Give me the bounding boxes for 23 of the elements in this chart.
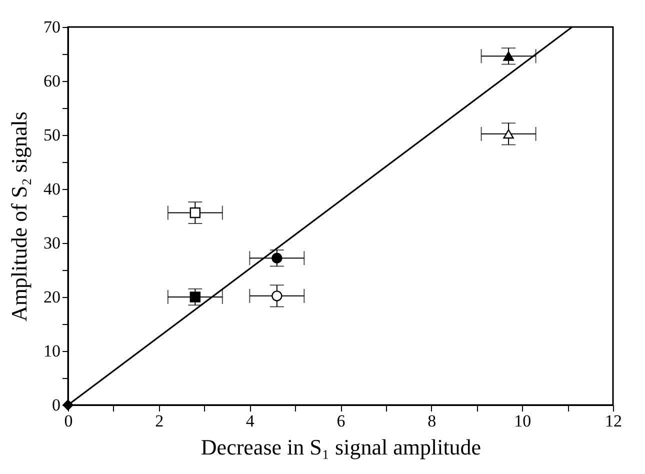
x-tick-label: 2 bbox=[155, 412, 164, 430]
x-tick-label: 6 bbox=[336, 412, 346, 430]
x-tick-label: 8 bbox=[428, 412, 436, 430]
y-tick-label: 40 bbox=[44, 180, 60, 198]
x-tick-label: 4 bbox=[246, 412, 255, 430]
point bbox=[503, 129, 514, 139]
x-tick-label: 12 bbox=[605, 412, 622, 430]
y-tick-label: 0 bbox=[52, 396, 60, 414]
y-tick-label: 60 bbox=[44, 72, 60, 90]
point bbox=[272, 252, 282, 264]
y-tick-label: 10 bbox=[44, 342, 60, 360]
point bbox=[190, 292, 201, 302]
y-tick-label: 30 bbox=[44, 234, 60, 252]
y-axis-title: Amplitude of S₂ signals bbox=[6, 112, 32, 322]
point bbox=[272, 290, 282, 302]
x-tick-label: 0 bbox=[64, 412, 73, 430]
x-tick-label: 10 bbox=[514, 412, 532, 430]
point bbox=[503, 51, 514, 61]
y-tick-label: 50 bbox=[44, 126, 60, 144]
point bbox=[190, 207, 201, 218]
y-tick-label: 70 bbox=[44, 18, 60, 36]
x-axis-title: Decrease in S₁ signal amplitude bbox=[200, 434, 482, 460]
y-tick-label: 20 bbox=[44, 288, 60, 306]
